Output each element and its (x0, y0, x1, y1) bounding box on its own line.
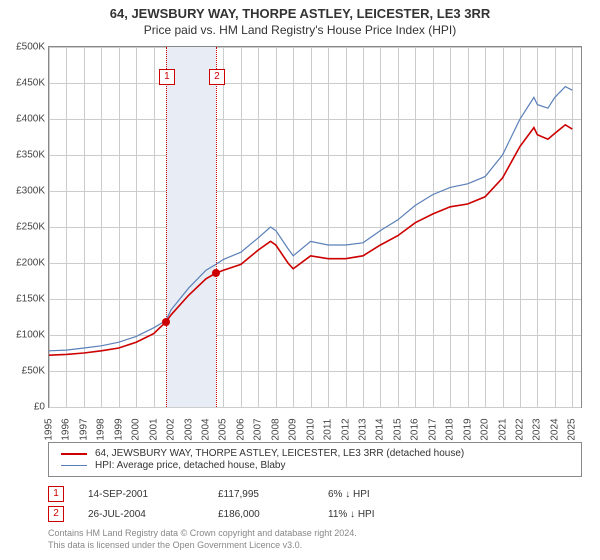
sale-row: 2 26-JUL-2004 £186,000 11% ↓ HPI (48, 506, 582, 522)
y-axis-label: £450K (3, 78, 45, 89)
x-axis-label: 2021 (497, 418, 508, 440)
x-axis-label: 2018 (445, 418, 456, 440)
sale-price: £117,995 (218, 489, 328, 500)
chart-area: £0£50K£100K£150K£200K£250K£300K£350K£400… (48, 46, 582, 408)
x-axis-label: 2014 (375, 418, 386, 440)
x-axis-label: 2002 (166, 418, 177, 440)
y-axis-label: £100K (3, 330, 45, 341)
y-axis-label: £50K (3, 366, 45, 377)
x-axis-label: 2015 (392, 418, 403, 440)
page-title: 64, JEWSBURY WAY, THORPE ASTLEY, LEICEST… (0, 0, 600, 21)
x-axis-label: 2019 (462, 418, 473, 440)
sale-badge-top: 1 (159, 69, 175, 85)
x-axis-label: 1997 (78, 418, 89, 440)
x-axis-label: 2005 (218, 418, 229, 440)
series-line-hpi (49, 87, 572, 351)
legend-item: HPI: Average price, detached house, Blab… (61, 460, 573, 471)
legend-swatch (61, 453, 87, 455)
x-axis-label: 2025 (567, 418, 578, 440)
sale-badge: 2 (48, 506, 64, 522)
x-axis-label: 1995 (44, 418, 55, 440)
y-axis-label: £200K (3, 258, 45, 269)
y-axis-label: £300K (3, 186, 45, 197)
y-axis-label: £350K (3, 150, 45, 161)
x-axis-label: 1998 (96, 418, 107, 440)
sale-marker (212, 269, 220, 277)
x-axis-label: 2009 (288, 418, 299, 440)
legend-item: 64, JEWSBURY WAY, THORPE ASTLEY, LEICEST… (61, 448, 573, 459)
series-line-property (49, 125, 572, 355)
x-axis-label: 2022 (514, 418, 525, 440)
y-axis-label: £500K (3, 42, 45, 53)
sale-badge: 1 (48, 486, 64, 502)
legend-swatch (61, 465, 87, 466)
x-axis-label: 2023 (532, 418, 543, 440)
x-axis-label: 1996 (61, 418, 72, 440)
x-axis-label: 2000 (131, 418, 142, 440)
legend-label: HPI: Average price, detached house, Blab… (95, 460, 286, 471)
x-axis-label: 2004 (200, 418, 211, 440)
x-axis-label: 2010 (305, 418, 316, 440)
y-axis-label: £250K (3, 222, 45, 233)
x-axis-label: 2001 (148, 418, 159, 440)
x-axis-label: 2016 (410, 418, 421, 440)
y-axis-label: £400K (3, 114, 45, 125)
x-axis-label: 2013 (357, 418, 368, 440)
x-axis-label: 1999 (113, 418, 124, 440)
x-axis-label: 2007 (253, 418, 264, 440)
x-axis-label: 2003 (183, 418, 194, 440)
x-axis-label: 2008 (270, 418, 281, 440)
y-axis-label: £150K (3, 294, 45, 305)
sale-delta: 11% ↓ HPI (328, 509, 375, 520)
sale-badge-top: 2 (209, 69, 225, 85)
sale-date: 14-SEP-2001 (88, 489, 218, 500)
x-axis-label: 2006 (235, 418, 246, 440)
sale-marker (162, 318, 170, 326)
x-axis-label: 2012 (340, 418, 351, 440)
sale-vline (216, 47, 217, 407)
footer-text: Contains HM Land Registry data © Crown c… (48, 528, 582, 551)
x-axis-label: 2024 (549, 418, 560, 440)
legend-label: 64, JEWSBURY WAY, THORPE ASTLEY, LEICEST… (95, 448, 464, 459)
x-axis-label: 2017 (427, 418, 438, 440)
sale-vline (166, 47, 167, 407)
x-axis-label: 2011 (323, 419, 334, 441)
gridline-h (49, 407, 581, 408)
chart-lines (49, 47, 581, 407)
legend: 64, JEWSBURY WAY, THORPE ASTLEY, LEICEST… (48, 442, 582, 477)
sale-price: £186,000 (218, 509, 328, 520)
y-axis-label: £0 (3, 402, 45, 413)
sale-row: 1 14-SEP-2001 £117,995 6% ↓ HPI (48, 486, 582, 502)
page-subtitle: Price paid vs. HM Land Registry's House … (0, 21, 600, 41)
x-axis-label: 2020 (480, 418, 491, 440)
sale-date: 26-JUL-2004 (88, 509, 218, 520)
sale-delta: 6% ↓ HPI (328, 489, 370, 500)
